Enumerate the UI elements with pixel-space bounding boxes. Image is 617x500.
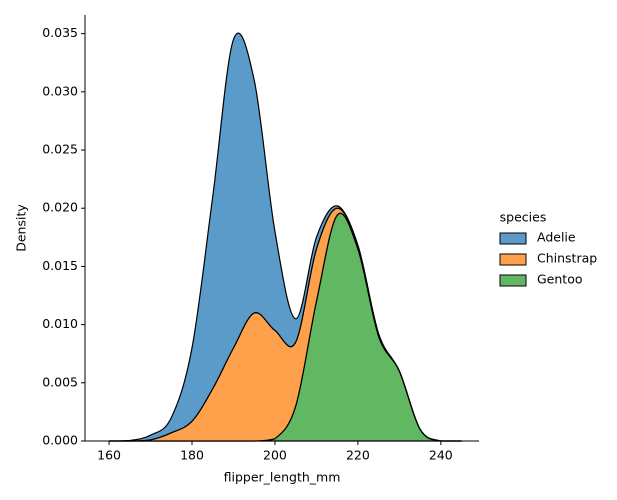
y-tick-label: 0.005 [42,374,78,389]
x-tick-label: 200 [263,448,287,463]
y-axis-label: Density [14,204,29,252]
x-tick-label: 240 [429,448,453,463]
y-tick-label: 0.010 [42,316,78,331]
x-tick-label: 160 [97,448,121,463]
y-tick-label: 0.020 [42,200,78,215]
legend-label: Chinstrap [537,251,597,266]
y-tick-label: 0.000 [42,433,78,448]
legend-swatch [499,253,527,266]
x-axis-label: flipper_length_mm [224,470,341,485]
legend-title: species [500,210,547,225]
y-tick-label: 0.035 [42,25,78,40]
x-tick-label: 220 [346,448,370,463]
legend-swatch [499,274,527,287]
legend-label: Adelie [537,230,576,245]
y-tick-label: 0.025 [42,142,78,157]
legend-label: Gentoo [537,272,583,287]
legend-swatch [499,232,527,245]
y-tick-label: 0.030 [42,83,78,98]
x-tick-label: 180 [180,448,204,463]
y-tick-label: 0.015 [42,258,78,273]
